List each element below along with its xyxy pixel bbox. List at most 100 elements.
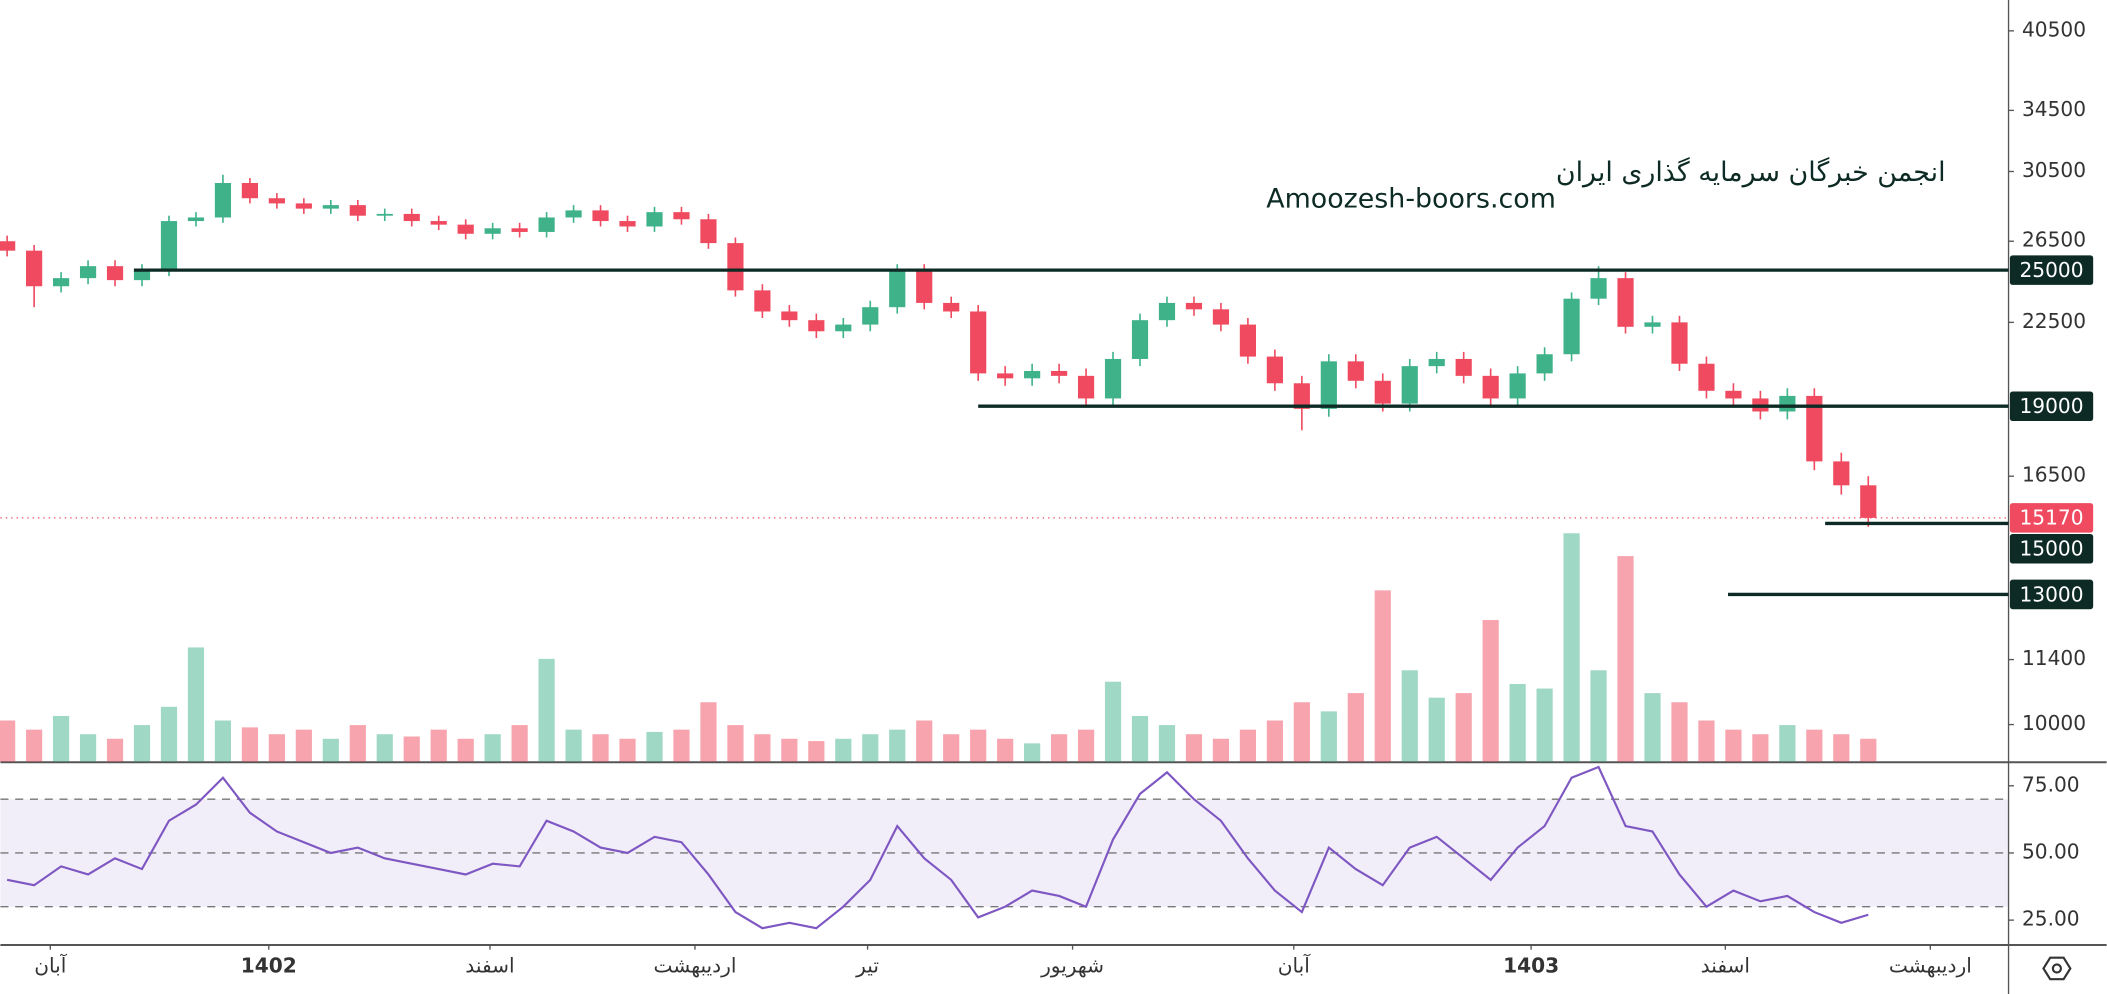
- volume-bar: [1374, 590, 1391, 762]
- candle-body: [565, 210, 582, 218]
- volume-bar: [1077, 729, 1095, 762]
- candle-body: [1401, 366, 1418, 404]
- volume-bar: [322, 738, 339, 762]
- candle-body: [268, 198, 285, 204]
- volume-bar: [1698, 720, 1715, 762]
- volume-bar: [1752, 734, 1769, 762]
- candle-body: [1374, 380, 1391, 404]
- candle-body: [808, 320, 825, 332]
- lab-layer: 25000 19000 15170 15000 13000: [2009, 255, 2094, 610]
- candle-body: [1347, 361, 1364, 381]
- volume-bar: [1104, 681, 1122, 762]
- candle-body: [889, 270, 906, 308]
- volume-bar: [1536, 688, 1553, 762]
- rsi-y-tick-label: 50.00: [2022, 839, 2080, 863]
- candle-body: [160, 221, 178, 271]
- volume-bar: [592, 734, 609, 762]
- x-tick-label: تیر: [855, 954, 879, 978]
- volume-bar: [1455, 693, 1472, 762]
- candle-body: [1779, 395, 1796, 412]
- price-label: 19000: [2020, 394, 2084, 418]
- candle-body: [1320, 361, 1337, 409]
- rsi-y-tick-label: 75.00: [2022, 772, 2080, 796]
- candle-body: [26, 250, 43, 287]
- volume-bar: [52, 715, 70, 762]
- volume-bar: [916, 720, 933, 762]
- candle-body: [862, 307, 879, 325]
- volume-bar: [1833, 734, 1850, 762]
- candle-body: [430, 221, 447, 225]
- candle-body: [0, 241, 16, 251]
- candle-body: [1024, 370, 1041, 379]
- volume-bar: [835, 738, 852, 762]
- candle-body: [241, 183, 258, 199]
- volume-bar: [862, 734, 879, 762]
- y-tick-label: 40500: [2022, 17, 2086, 41]
- volume-bar: [754, 734, 771, 762]
- x-tick-label: شهریور: [1040, 954, 1104, 978]
- volume-bar: [781, 738, 798, 762]
- candle-body: [52, 278, 70, 287]
- candle-body: [727, 243, 744, 291]
- candle-body: [1590, 278, 1607, 299]
- volume-bar: [1051, 734, 1068, 762]
- volume-bar: [1671, 702, 1688, 762]
- candle-body: [214, 183, 232, 218]
- volume-bar: [1131, 715, 1149, 762]
- volume-bar: [1779, 725, 1796, 762]
- volume-bar: [808, 741, 825, 762]
- candle-body: [1185, 302, 1203, 310]
- candle-body: [943, 302, 960, 312]
- volume-bar: [1806, 729, 1823, 762]
- y-tick-label: 30500: [2022, 158, 2086, 182]
- candle-body: [1077, 375, 1095, 399]
- candle-body: [322, 205, 339, 209]
- candle-body: [538, 217, 555, 232]
- x-tick-label: اسفند: [465, 954, 514, 978]
- x-tick-label: آبان: [34, 953, 68, 978]
- volume-bar: [1509, 683, 1526, 762]
- candle-body: [1806, 395, 1823, 462]
- x-tick-label: 1402: [241, 954, 297, 978]
- candle-body: [1563, 298, 1580, 355]
- price-label-box: [2009, 255, 2094, 285]
- candle-body: [673, 212, 690, 220]
- volume-bar: [1185, 734, 1203, 762]
- price-label: 15170: [2020, 506, 2084, 530]
- watermark: Amoozesh-boors.com: [1266, 184, 1556, 215]
- volume-bar: [1320, 711, 1337, 762]
- candle-body: [457, 224, 474, 234]
- x-tick-label: آبان: [1278, 953, 1312, 978]
- volume-bar: [241, 727, 258, 762]
- y-tick-label: 34500: [2022, 97, 2086, 121]
- volume-bar: [943, 734, 960, 762]
- volume-bar: [349, 725, 366, 762]
- volume-bar: [430, 729, 447, 762]
- volume-bar: [538, 658, 555, 762]
- candle-body: [349, 205, 366, 216]
- settings-dot[interactable]: [2051, 963, 2063, 974]
- settings-icon[interactable]: [2042, 956, 2072, 981]
- volume-bar: [1024, 743, 1041, 762]
- volume-bar: [295, 729, 312, 762]
- candle-body: [781, 311, 798, 321]
- lev-layer: [0, 268, 2009, 597]
- candle-body: [1266, 356, 1283, 384]
- volume-bar: [1212, 738, 1230, 762]
- volume-bar: [160, 706, 178, 762]
- volume-bar: [1266, 720, 1283, 762]
- settings-hexagon[interactable]: [2042, 956, 2072, 981]
- volume-bar: [1617, 556, 1634, 762]
- candle-body: [646, 212, 663, 227]
- candle-body: [295, 203, 312, 209]
- volume-bar: [187, 647, 205, 762]
- candle-body: [1860, 485, 1877, 518]
- candle-body: [997, 373, 1014, 379]
- candle-body: [1698, 363, 1715, 391]
- candle-body: [1455, 358, 1472, 376]
- candle-body: [970, 311, 987, 374]
- volume-bar: [1158, 725, 1176, 762]
- volume-bar: [511, 725, 528, 762]
- volume-bar: [1644, 693, 1661, 762]
